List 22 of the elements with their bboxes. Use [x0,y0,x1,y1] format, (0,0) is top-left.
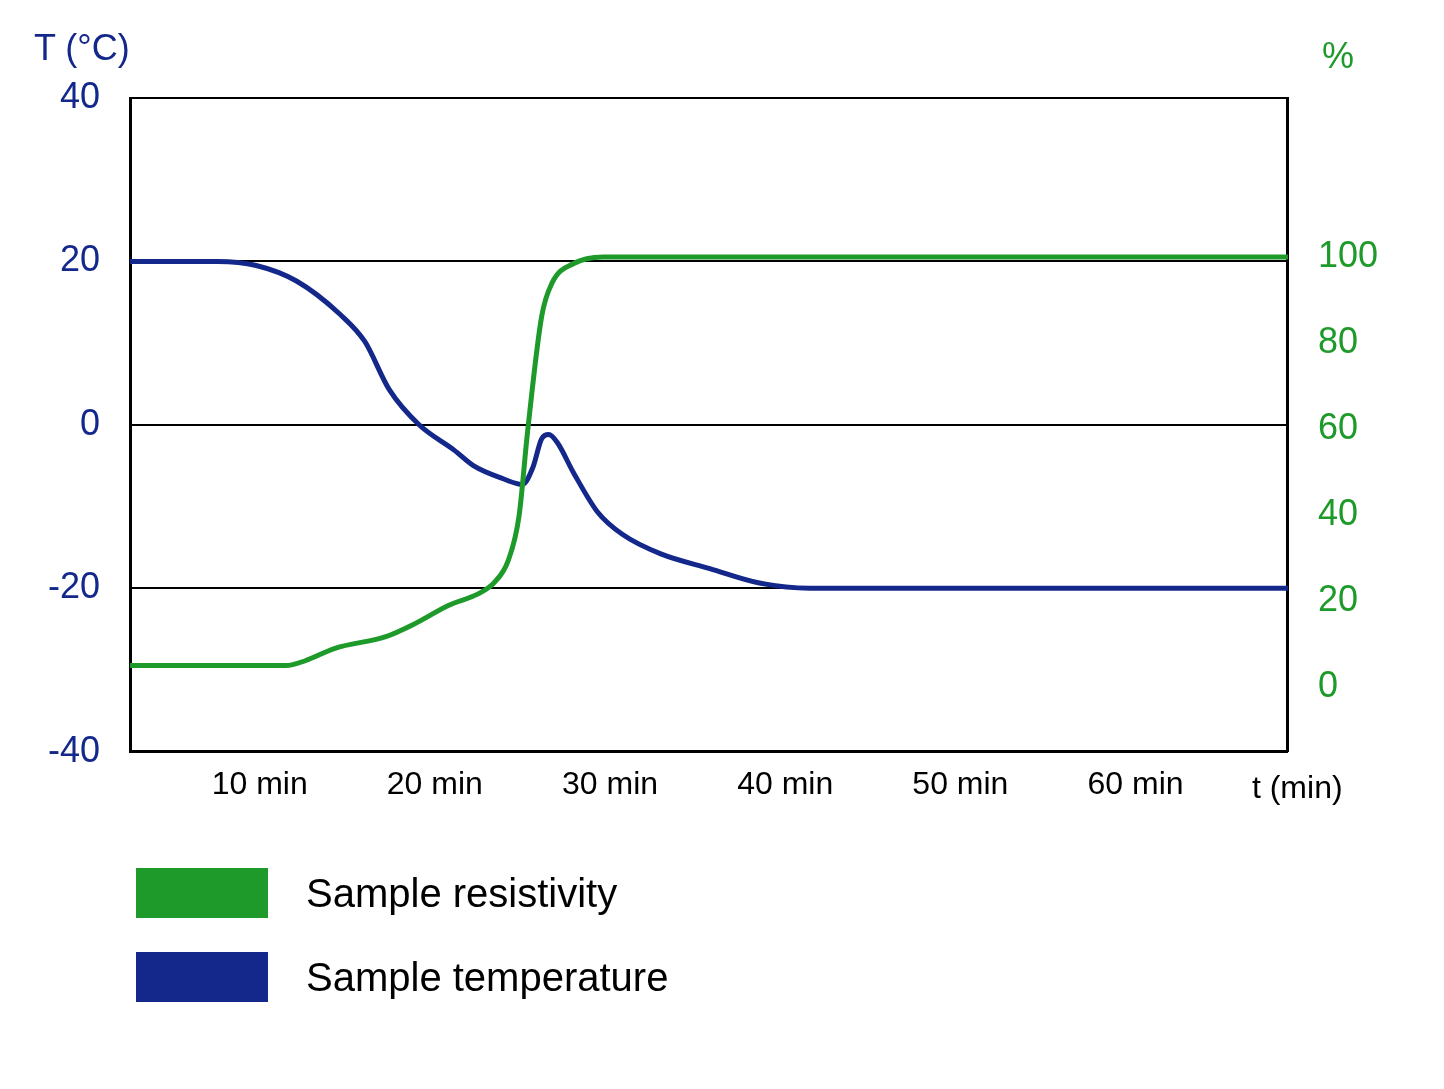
x-tick-label: 60 min [1087,764,1184,801]
x-tick-label: 10 min [211,764,308,801]
y-tick-label: 40 [59,74,101,116]
y-tick-label: 20 [59,238,101,280]
y2-tick-label: 20 [1317,578,1358,620]
y2-tick-label: 0 [1317,664,1338,706]
y2-axis-title: % [1321,34,1354,76]
x-tick-label: 20 min [386,764,483,801]
x-tick-label: 40 min [737,764,834,801]
y2-tick-label: 100 [1317,233,1379,275]
y2-tick-label: 80 [1317,319,1358,361]
x-axis-title: t (min) [1251,769,1343,806]
y2-tick-label: 40 [1317,492,1358,534]
x-tick-label: 50 min [912,764,1009,801]
y-tick-label: -20 [48,565,101,607]
x-tick-label: 30 min [561,764,659,801]
legend-label: Sample resistivity [306,870,618,916]
y2-tick-label: 60 [1317,406,1358,448]
y-tick-label: 0 [80,401,101,443]
legend-label: Sample temperature [306,954,669,1000]
y-axis-title: T (°C) [34,26,130,68]
y-tick-label: -40 [48,728,101,770]
